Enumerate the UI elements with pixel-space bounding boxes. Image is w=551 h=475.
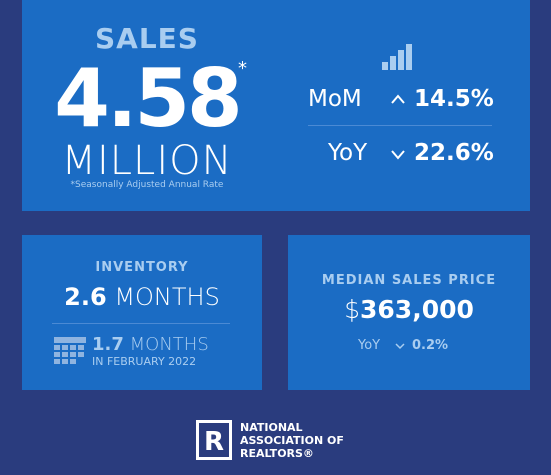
divider [52,323,230,324]
prior-period: IN FEBRUARY 2022 [92,355,197,368]
bar-icon [382,44,412,70]
footnote: *Seasonally Adjusted Annual Rate [70,180,224,190]
logo-line: NATIONAL [240,421,303,434]
price-yoy-value: 0.2% [412,338,449,353]
svg-text:R: R [204,427,224,457]
prior-unit: MONTHS [129,334,209,355]
sales-unit: MILLION [61,138,233,184]
inventory-panel: INVENTORY 2.6 MONTHS 1.7 MONTHS IN FEBRU… [22,235,262,390]
price-line: $363,000 [288,295,530,324]
down-arrow [391,150,405,160]
calendar-icon [54,337,86,364]
yoy-value: 22.6% [414,140,494,166]
divider [308,125,492,126]
price-value: 363,000 [360,295,474,324]
down-arrow [395,343,405,350]
up-arrow [391,94,405,104]
inventory-value: 2.6 [64,283,107,311]
currency: $ [344,295,361,324]
mom-label: MoM [308,86,362,112]
logo-mark: R [196,420,232,460]
sales-value: 4.58 [54,52,242,145]
prior-line: 1.7 MONTHS [92,334,209,355]
logo-line: REALTORS® [240,447,314,460]
asterisk: * [238,58,247,79]
yoy-label: YoY [328,140,368,166]
inventory-title: INVENTORY [95,260,189,275]
inventory-line: 2.6 MONTHS [22,283,262,311]
inventory-unit: MONTHS [114,283,220,311]
sales-panel: SALES 4.58 * MILLION *Seasonally Adjuste… [22,0,530,211]
logo-text: NATIONAL ASSOCIATION OF REALTORS® [240,421,344,460]
price-title: MEDIAN SALES PRICE [321,273,497,288]
sales-title: SALES [95,22,199,55]
prior-value: 1.7 [92,334,124,355]
price-yoy-label: YoY [358,338,381,353]
mom-value: 14.5% [414,86,494,112]
logo-line: ASSOCIATION OF [240,434,344,447]
price-panel: MEDIAN SALES PRICE $363,000 YoY 0.2% [288,235,530,390]
